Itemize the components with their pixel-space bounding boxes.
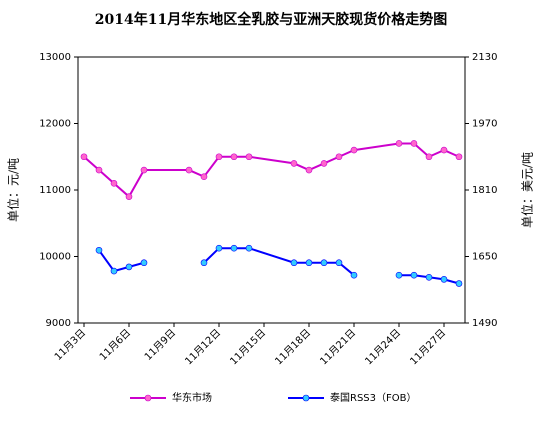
point: [335, 153, 343, 161]
point: [125, 263, 133, 271]
point: [350, 271, 358, 279]
legend-label: 华东市场: [172, 391, 212, 404]
y2-tick-label: 2130: [472, 52, 497, 63]
y-tick-label: 11000: [39, 185, 71, 196]
point: [215, 244, 223, 252]
y-axis-label: 单位：元/吨: [6, 158, 21, 222]
point: [230, 244, 238, 252]
point: [305, 166, 313, 174]
y2-tick-label: 1810: [472, 185, 497, 196]
point: [95, 246, 103, 254]
point: [110, 180, 118, 187]
legend-marker: [144, 394, 152, 402]
chart-title: 2014年11月华东地区全乳胶与亚洲天胶现货价格走势图: [95, 11, 447, 28]
point: [395, 271, 403, 279]
point: [200, 173, 208, 180]
legend-marker: [302, 394, 310, 402]
point: [335, 259, 343, 267]
point: [410, 140, 418, 147]
point: [140, 259, 148, 267]
point: [455, 153, 463, 161]
y2-axis-label: 单位：美元/吨: [520, 152, 535, 228]
point: [425, 153, 433, 161]
point: [215, 153, 223, 161]
point: [125, 193, 133, 200]
point: [185, 166, 193, 174]
y2-tick-label: 1650: [472, 252, 497, 263]
point: [290, 259, 298, 267]
point: [455, 280, 463, 287]
point: [245, 153, 253, 161]
point: [410, 271, 418, 279]
point: [200, 259, 208, 267]
point: [95, 166, 103, 174]
point: [245, 244, 253, 252]
point: [320, 160, 328, 167]
y2-tick-label: 1490: [472, 318, 497, 329]
y-tick-label: 13000: [39, 52, 71, 63]
point: [440, 276, 448, 283]
y-tick-label: 9000: [46, 318, 71, 329]
legend-label: 泰国RSS3（FOB）: [330, 391, 417, 404]
y-tick-label: 10000: [39, 252, 71, 263]
y-tick-label: 12000: [39, 119, 71, 130]
point: [80, 153, 88, 161]
point: [230, 153, 238, 161]
point: [305, 259, 313, 267]
point: [395, 140, 403, 147]
point: [440, 146, 448, 154]
y2-tick-label: 1970: [472, 119, 497, 130]
point: [425, 273, 433, 281]
point: [320, 259, 328, 267]
point: [290, 160, 298, 167]
point: [110, 267, 118, 275]
point: [350, 146, 358, 154]
point: [140, 166, 148, 174]
